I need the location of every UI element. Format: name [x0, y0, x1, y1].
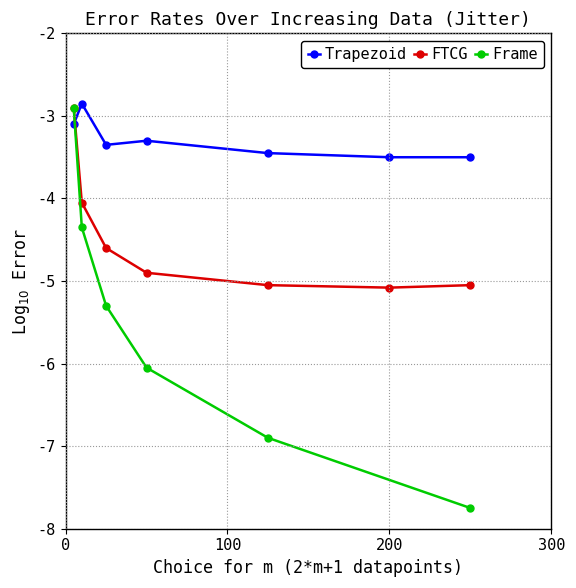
Trapezoid [264, 149, 271, 156]
FTCG [78, 199, 85, 206]
Trapezoid [103, 141, 109, 148]
Legend: Trapezoid, FTCG, Frame: Trapezoid, FTCG, Frame [301, 41, 544, 68]
FTCG [103, 245, 109, 252]
Trapezoid [143, 137, 150, 144]
Y-axis label: Log$_{10}$ Error: Log$_{10}$ Error [11, 228, 32, 335]
Title: Error Rates Over Increasing Data (Jitter): Error Rates Over Increasing Data (Jitter… [85, 11, 531, 29]
Frame [143, 364, 150, 371]
Trapezoid [386, 153, 393, 161]
Frame [264, 435, 271, 442]
FTCG [264, 282, 271, 289]
Trapezoid [467, 153, 473, 161]
FTCG [467, 282, 473, 289]
FTCG [386, 284, 393, 291]
Frame [70, 104, 77, 111]
X-axis label: Choice for m (2*m+1 datapoints): Choice for m (2*m+1 datapoints) [153, 559, 464, 577]
Frame [78, 224, 85, 231]
FTCG [143, 269, 150, 276]
Frame [103, 302, 109, 309]
Line: Trapezoid: Trapezoid [70, 100, 473, 161]
FTCG [70, 104, 77, 111]
Frame [467, 505, 473, 512]
Line: Frame: Frame [70, 104, 473, 512]
Trapezoid [70, 121, 77, 128]
Line: FTCG: FTCG [70, 104, 473, 291]
Trapezoid [78, 100, 85, 107]
